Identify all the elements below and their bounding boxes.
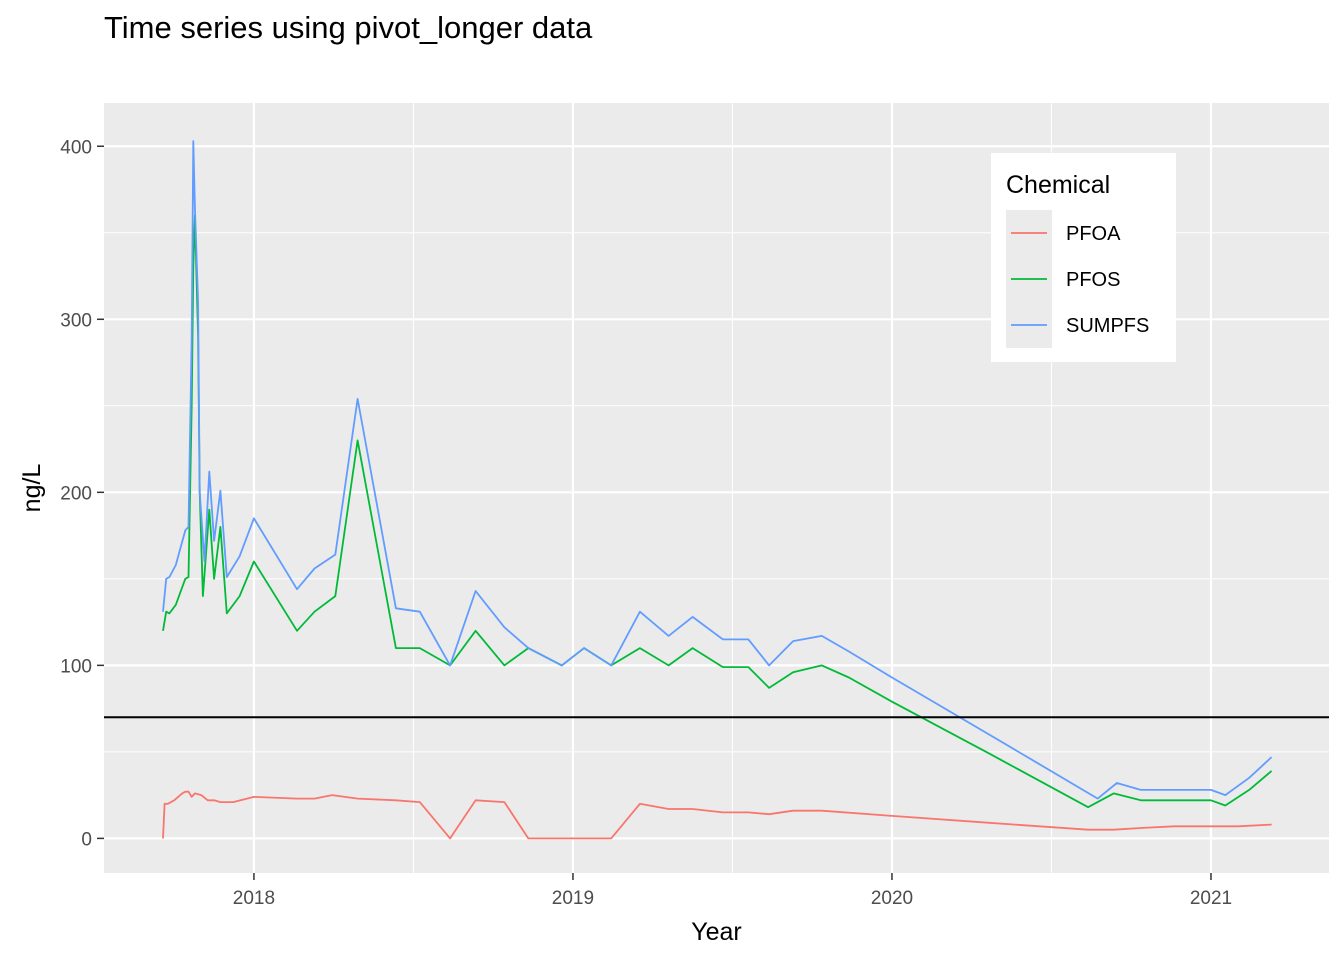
legend-label: PFOA <box>1066 223 1121 245</box>
y-tick-label: 300 <box>60 310 92 331</box>
legend: Chemical PFOA PFOS SUMPFS <box>991 153 1176 362</box>
y-tick-label: 200 <box>60 483 92 504</box>
y-axis-ticks: 0 100 200 300 400 <box>60 137 104 850</box>
x-axis-title: Year <box>691 918 742 946</box>
x-tick-label: 2021 <box>1190 888 1232 909</box>
major-gridlines <box>104 103 1329 873</box>
legend-items: PFOA PFOS SUMPFS <box>1006 210 1149 348</box>
y-tick-label: 100 <box>60 656 92 677</box>
series-line-sumpfs <box>162 140 1273 800</box>
y-tick-label: 0 <box>81 829 92 850</box>
x-tick-label: 2019 <box>552 888 594 909</box>
y-tick-label: 400 <box>60 137 92 158</box>
y-axis-title: ng/L <box>18 464 46 513</box>
x-tick-label: 2018 <box>233 888 275 909</box>
legend-label: PFOS <box>1066 269 1120 291</box>
chart-title: Time series using pivot_longer data <box>104 10 593 45</box>
x-axis-ticks: 2018 2019 2020 2021 <box>233 873 1232 909</box>
series-line-pfoa <box>162 790 1272 840</box>
x-tick-label: 2020 <box>871 888 913 909</box>
series-lines <box>162 140 1273 840</box>
legend-label: SUMPFS <box>1066 315 1149 337</box>
legend-title: Chemical <box>1006 171 1110 199</box>
